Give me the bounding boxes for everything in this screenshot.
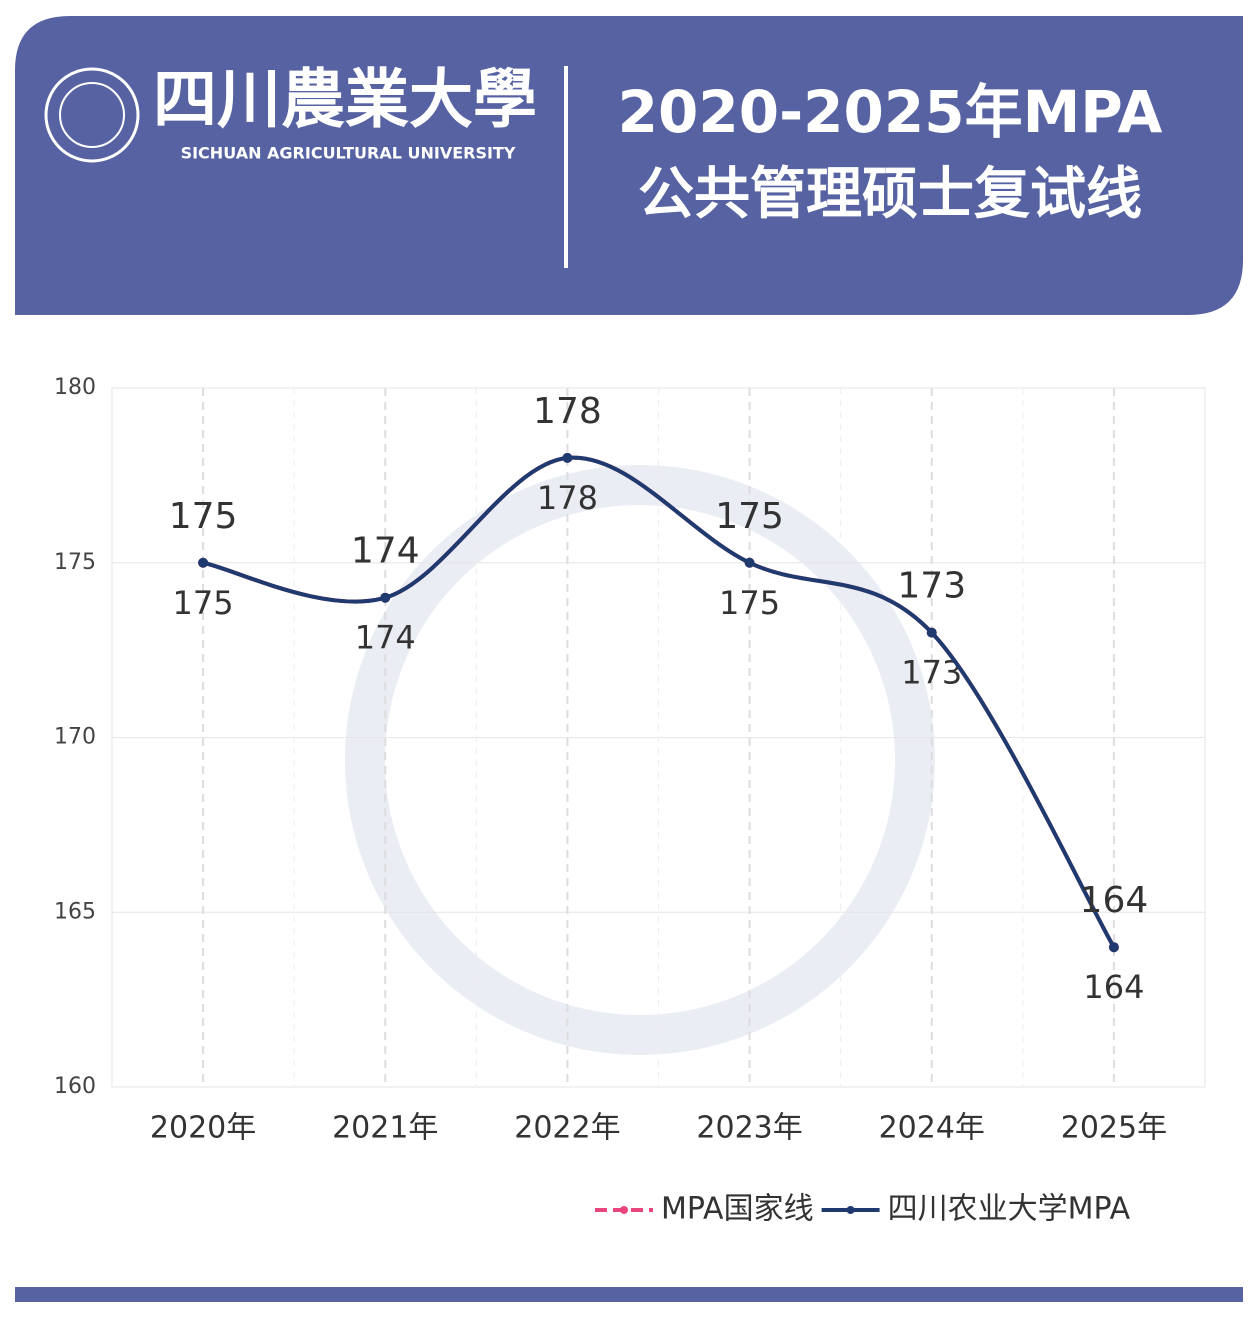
point: [562, 452, 573, 463]
university-cn: 四川農業大學: [153, 63, 537, 138]
point: [1108, 942, 1119, 953]
footer-bar: [15, 1287, 1243, 1302]
line: [202, 455, 1116, 949]
point: [744, 557, 755, 568]
value-label: 164: [1080, 880, 1149, 921]
legend-label: 四川农业大学MPA: [888, 1192, 1131, 1227]
value-label: 175: [173, 584, 234, 622]
watermark: [345, 465, 935, 1055]
value-label: 164: [1083, 968, 1144, 1006]
value-label: 178: [537, 479, 598, 517]
value-label: 174: [351, 531, 420, 572]
x-tick-label: 2022年: [514, 1111, 620, 1146]
university-en: SICHUAN AGRICULTURAL UNIVERSITY: [181, 144, 516, 163]
title-line1: 2020-2025年MPA: [618, 78, 1163, 146]
y-tick-label: 175: [54, 550, 96, 575]
header-banner: [15, 16, 1243, 315]
x-tick-label: 2020年: [150, 1111, 256, 1146]
value-label: 175: [169, 496, 238, 537]
y-tick-label: 170: [54, 725, 96, 750]
point: [380, 592, 391, 603]
value-label: 175: [715, 496, 784, 537]
y-tick-label: 160: [54, 1074, 96, 1099]
x-tick-label: 2023年: [696, 1111, 802, 1146]
legend-dot: [846, 1206, 855, 1214]
logo: [44, 67, 140, 163]
legend-label: MPA国家线: [661, 1192, 814, 1227]
value-label: 173: [897, 566, 966, 607]
point: [198, 557, 209, 568]
value-label: 174: [355, 619, 416, 657]
legend-dot: [620, 1206, 628, 1214]
x-tick-label: 2025年: [1061, 1111, 1167, 1146]
x-tick-label: 2024年: [879, 1111, 985, 1146]
x-tick-label: 2021年: [332, 1111, 438, 1146]
y-tick-label: 180: [54, 375, 96, 400]
value-label: 178: [533, 391, 602, 432]
value-label: 175: [719, 584, 780, 622]
logo-inner: [59, 82, 125, 148]
title-line2: 公共管理硕士复试线: [638, 162, 1142, 227]
point: [926, 627, 937, 638]
y-tick-label: 165: [54, 899, 96, 924]
